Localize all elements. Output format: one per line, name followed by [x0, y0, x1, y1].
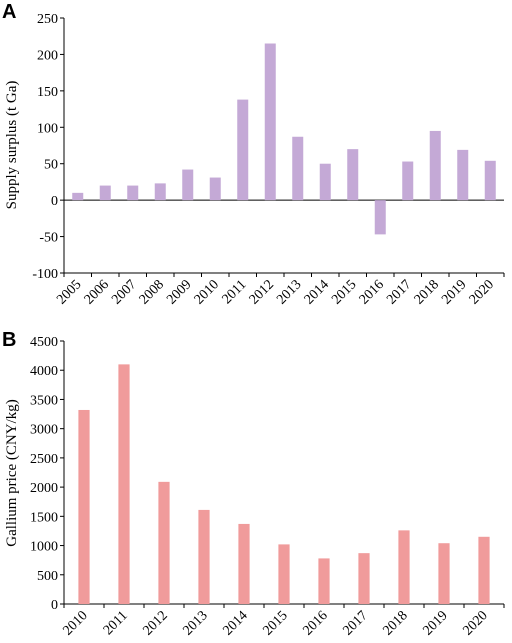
panel-b-bar	[118, 364, 130, 604]
panel-b-y-tick-label: 2000	[30, 481, 58, 496]
panel-a-x-tick-label: 2006	[82, 277, 112, 307]
panel-a-x-tick-label: 2019	[439, 277, 469, 307]
panel-a-y-tick-label: -50	[39, 231, 58, 246]
panel-a-bar	[402, 161, 414, 201]
panel-a-y-axis-title: Supply surplus (t Ga)	[4, 81, 20, 210]
panel-a-bar	[319, 163, 331, 201]
panel-b-x-tick-label: 2017	[340, 608, 370, 638]
panel-b-x-tick-label: 2010	[60, 608, 90, 638]
panel-b-bar	[158, 481, 170, 604]
panel-b-y-tick-label: 3500	[30, 393, 58, 408]
panel-a-x-tick-label: 2018	[412, 277, 442, 307]
panel-a-bar	[99, 185, 111, 201]
panel-a-x-tick-label: 2009	[164, 277, 194, 307]
panel-a-y-tick-label: -100	[32, 267, 58, 282]
panel-a-x-tick-label: 2016	[357, 277, 387, 307]
panel-b-y-tick-label: 4500	[30, 335, 58, 350]
panel-a-x-tick-label: 2010	[192, 277, 222, 307]
panel-a-letter: A	[2, 1, 16, 23]
panel-a-y-tick-label: 0	[51, 194, 58, 209]
panel-b-x-tick-label: 2020	[460, 608, 490, 638]
panel-a-x-tick-label: 2020	[467, 277, 497, 307]
panel-a-bar	[154, 183, 166, 201]
panel-a-y-tick-label: 50	[44, 158, 58, 173]
panel-b-bar	[358, 553, 370, 604]
panel-b-y-tick-label: 0	[51, 598, 58, 613]
panel-b-bar	[318, 558, 330, 604]
panel-b-bar	[438, 543, 450, 604]
panel-a-y-tick-label: 200	[37, 48, 58, 63]
panel-a-x-tick-label: 2013	[274, 277, 304, 307]
panel-b-plot: 0 500 1000 1500 2000 2500 3000 3500 4000 4500 2010…	[30, 335, 505, 639]
panel-a-bar	[484, 160, 496, 201]
panel-b-x-tick-label: 2015	[260, 608, 290, 638]
panel-b-x-tick-label: 2011	[101, 608, 131, 638]
panel-a-bar	[72, 192, 84, 201]
panel-a-x-tick-label: 2007	[109, 277, 139, 307]
panel-a-bar	[429, 130, 441, 201]
panel-b-y-tick-label: 1500	[30, 510, 58, 525]
panel-b-x-tick-label: 2012	[140, 608, 170, 638]
panel-b-bar	[478, 536, 490, 604]
panel-a-bar	[237, 99, 249, 201]
panel-a-bar	[127, 185, 139, 201]
panel-a-x-tick-label: 2017	[384, 277, 414, 307]
panel-a: A -100 -50 0 50 100 150 200 250 2005200620072008…	[2, 1, 505, 308]
panel-a-y-tick-label: 100	[37, 121, 58, 136]
panel-b-y-tick-label: 1000	[30, 540, 58, 555]
panel-b-bar	[238, 523, 250, 604]
panel-a-bar	[209, 177, 221, 201]
panel-b-x-tick-label: 2014	[220, 608, 250, 638]
panel-b-bar	[78, 409, 90, 604]
panel-a-bar	[347, 149, 359, 201]
panel-a-plot: -100-50050100150200250200520062007200820…	[32, 12, 505, 308]
panel-b-x-tick-label: 2019	[420, 608, 450, 638]
panel-b-bar	[278, 544, 290, 604]
panel-a-x-tick-label: 2012	[247, 277, 277, 307]
panel-a-bar	[374, 200, 386, 235]
panel-b: B 0 500 1000 1500 2000 2500 3000 3500 4000 4500 20…	[2, 329, 505, 639]
panel-b-y-tick-label: 2500	[30, 452, 58, 467]
panel-b-bar	[398, 530, 410, 604]
panel-b-y-axis-title: Gallium price (CNY/kg)	[4, 399, 20, 546]
panel-b-y-tick-label: 3000	[30, 423, 58, 438]
panel-b-letter: B	[2, 329, 16, 351]
panel-a-bar	[292, 136, 304, 201]
panel-a-bar	[264, 43, 276, 201]
panel-b-x-tick-label: 2013	[180, 608, 210, 638]
panel-a-x-tick-label: 2005	[54, 277, 84, 307]
panel-a-y-tick-label: 150	[37, 85, 58, 100]
panel-b-bar	[198, 509, 210, 604]
panel-a-x-tick-label: 2008	[137, 277, 167, 307]
panel-b-x-tick-label: 2016	[300, 608, 330, 638]
panel-a-bar	[457, 149, 469, 201]
panel-a-x-tick-label: 2014	[302, 277, 332, 307]
panel-b-y-tick-label: 500	[37, 569, 58, 584]
panel-a-y-tick-label: 250	[37, 12, 58, 27]
panel-a-bar	[182, 169, 194, 201]
panel-b-x-tick-label: 2018	[380, 608, 410, 638]
panel-a-x-tick-label: 2015	[329, 277, 359, 307]
panel-b-y-tick-label: 4000	[30, 364, 58, 379]
panel-a-x-tick-label: 2011	[220, 277, 250, 307]
